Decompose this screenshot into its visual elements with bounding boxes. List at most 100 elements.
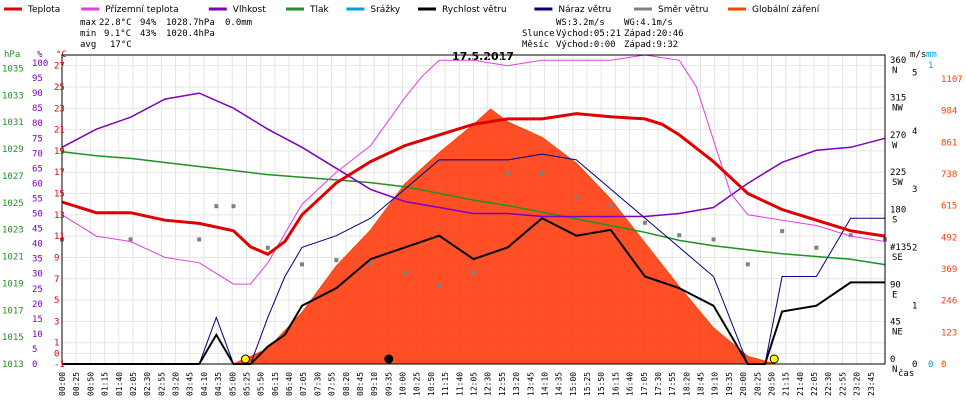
astro-block: WS:3.2m/s WG:4.1m/s Slunce Východ:05:21 … (522, 18, 684, 50)
x-tick-label: 20:25 (753, 372, 762, 396)
direction-tick-compass: NE (892, 328, 903, 338)
x-tick-label: 00:50 (86, 372, 95, 396)
radiation-tick: 615 (941, 202, 957, 212)
ms-tick: 2 (912, 243, 917, 253)
percent-tick: 90 (32, 89, 43, 99)
wind-direction-point (848, 233, 853, 238)
hpa-tick: 1027 (2, 172, 24, 182)
stats-max-rain: 0.0mm (225, 18, 252, 28)
percent-tick: 60 (32, 179, 43, 189)
plot-area (60, 54, 887, 365)
wind-direction-point (677, 233, 682, 238)
radiation-tick: 123 (941, 328, 957, 338)
x-tick-label: 05:00 (228, 372, 237, 396)
x-tick-label: 13:20 (512, 372, 521, 396)
x-tick-label: 09:10 (370, 372, 379, 396)
celsius-tick: 5 (54, 296, 59, 306)
stats-max-label: max (80, 18, 97, 28)
ms-tick: 1 (912, 302, 917, 312)
celsius-tick: 21 (54, 126, 65, 136)
moon-rise: Východ:0:00 (556, 40, 616, 50)
axes-layer: 00:00 00:25 00:50 01:15 01:40 02:05 02:30 02:55… (2, 54, 963, 396)
celsius-tick: 9 (54, 253, 59, 263)
celsius-tick: 13 (54, 211, 65, 221)
radiation-tick: 0 (941, 360, 946, 370)
x-tick-label: 06:40 (285, 372, 294, 396)
hpa-tick: 1035 (2, 64, 24, 74)
moon-set: Západ:9:32 (624, 40, 678, 50)
x-tick-label: 23:45 (867, 372, 876, 396)
hpa-tick: 1029 (2, 145, 24, 155)
hpa-tick: 1021 (2, 253, 24, 263)
celsius-tick: 15 (54, 190, 65, 200)
celsius-tick: 25 (54, 83, 65, 93)
x-tick-label: 00:25 (72, 372, 81, 396)
direction-tick-degrees: #135 (890, 243, 912, 253)
direction-tick-compass: SE (892, 253, 903, 263)
wind-direction-point (574, 195, 579, 200)
x-tick-label: 20:50 (767, 372, 776, 396)
stats-max-hum: 94% (140, 18, 157, 28)
x-tick-label: 14:35 (555, 372, 564, 396)
x-tick-label: 16:40 (626, 372, 635, 396)
series-line-teplota (61, 112, 886, 257)
x-tick-label: 02:05 (129, 372, 138, 396)
percent-tick: 25 (32, 285, 43, 295)
ms-tick: 5 (912, 68, 917, 78)
percent-tick: 100 (32, 59, 48, 69)
x-tick-label: 21:40 (796, 372, 805, 396)
x-tick-label: 07:05 (299, 372, 308, 396)
x-tick-label: 17:30 (654, 372, 663, 396)
series-line-přízemní-teplota (61, 54, 886, 285)
direction-tick-degrees: 90 (890, 280, 901, 290)
direction-tick-compass: N (892, 365, 897, 375)
sun-rise: Východ:05:21 (556, 29, 621, 39)
x-tick-label: 12:55 (498, 372, 507, 396)
plot-frame (61, 54, 886, 365)
wind-gust-avg: WG:4.1m/s (624, 18, 673, 28)
legend-label-7: Směr větru (658, 5, 708, 15)
direction-tick-compass: N (892, 66, 897, 76)
ms-tick: 0 (912, 360, 917, 370)
x-tick-label: 04:10 (200, 372, 209, 396)
celsius-tick: -1 (54, 360, 65, 370)
hpa-tick: 1025 (2, 199, 24, 209)
radiation-tick: 738 (941, 170, 957, 180)
x-tick-label: 05:25 (242, 372, 251, 396)
x-tick-label: 12:30 (484, 372, 493, 396)
hpa-unit: hPa (4, 50, 20, 60)
x-tick-label: 08:45 (356, 372, 365, 396)
wind-direction-point (745, 262, 750, 267)
x-tick-label: 12:05 (470, 372, 479, 396)
hpa-tick: 1015 (2, 333, 24, 343)
direction-tick-compass: E (892, 290, 897, 300)
x-tick-label: 21:15 (782, 372, 791, 396)
stats-min-press: 1020.4hPa (166, 29, 215, 39)
x-tick-label: 03:45 (186, 372, 195, 396)
mm-tick: 0 (928, 360, 933, 370)
chart-title: 17.5.2017 (452, 50, 514, 63)
celsius-tick: 23 (54, 104, 65, 114)
x-axis-label: čas (898, 368, 914, 379)
direction-tick-degrees: 45 (890, 318, 901, 328)
celsius-tick: 11 (54, 232, 65, 242)
hpa-tick: 1033 (2, 91, 24, 101)
percent-unit: % (37, 50, 43, 60)
legend-label-0: Teplota (27, 5, 60, 15)
x-tick-label: 01:15 (101, 372, 110, 396)
wind-speed-avg: WS:3.2m/s (556, 18, 605, 28)
celsius-tick: 1 (54, 339, 59, 349)
hpa-tick: 1017 (2, 306, 24, 316)
x-tick-label: 17:55 (668, 372, 677, 396)
direction-tick-compass: W (892, 141, 898, 151)
direction-tick-compass: NW (892, 103, 903, 113)
stats-avg-temp: 17°C (110, 40, 132, 50)
stats-max-press: 1028.7hPa (166, 18, 215, 28)
percent-tick: 15 (32, 315, 43, 325)
percent-tick: 50 (32, 210, 43, 220)
x-tick-label: 14:10 (540, 372, 549, 396)
direction-tick-degrees: 0 (890, 355, 895, 365)
sun-label: Slunce (522, 29, 555, 39)
legend-label-1: Přízemní teplota (105, 5, 178, 15)
x-tick-label: 15:00 (569, 372, 578, 396)
